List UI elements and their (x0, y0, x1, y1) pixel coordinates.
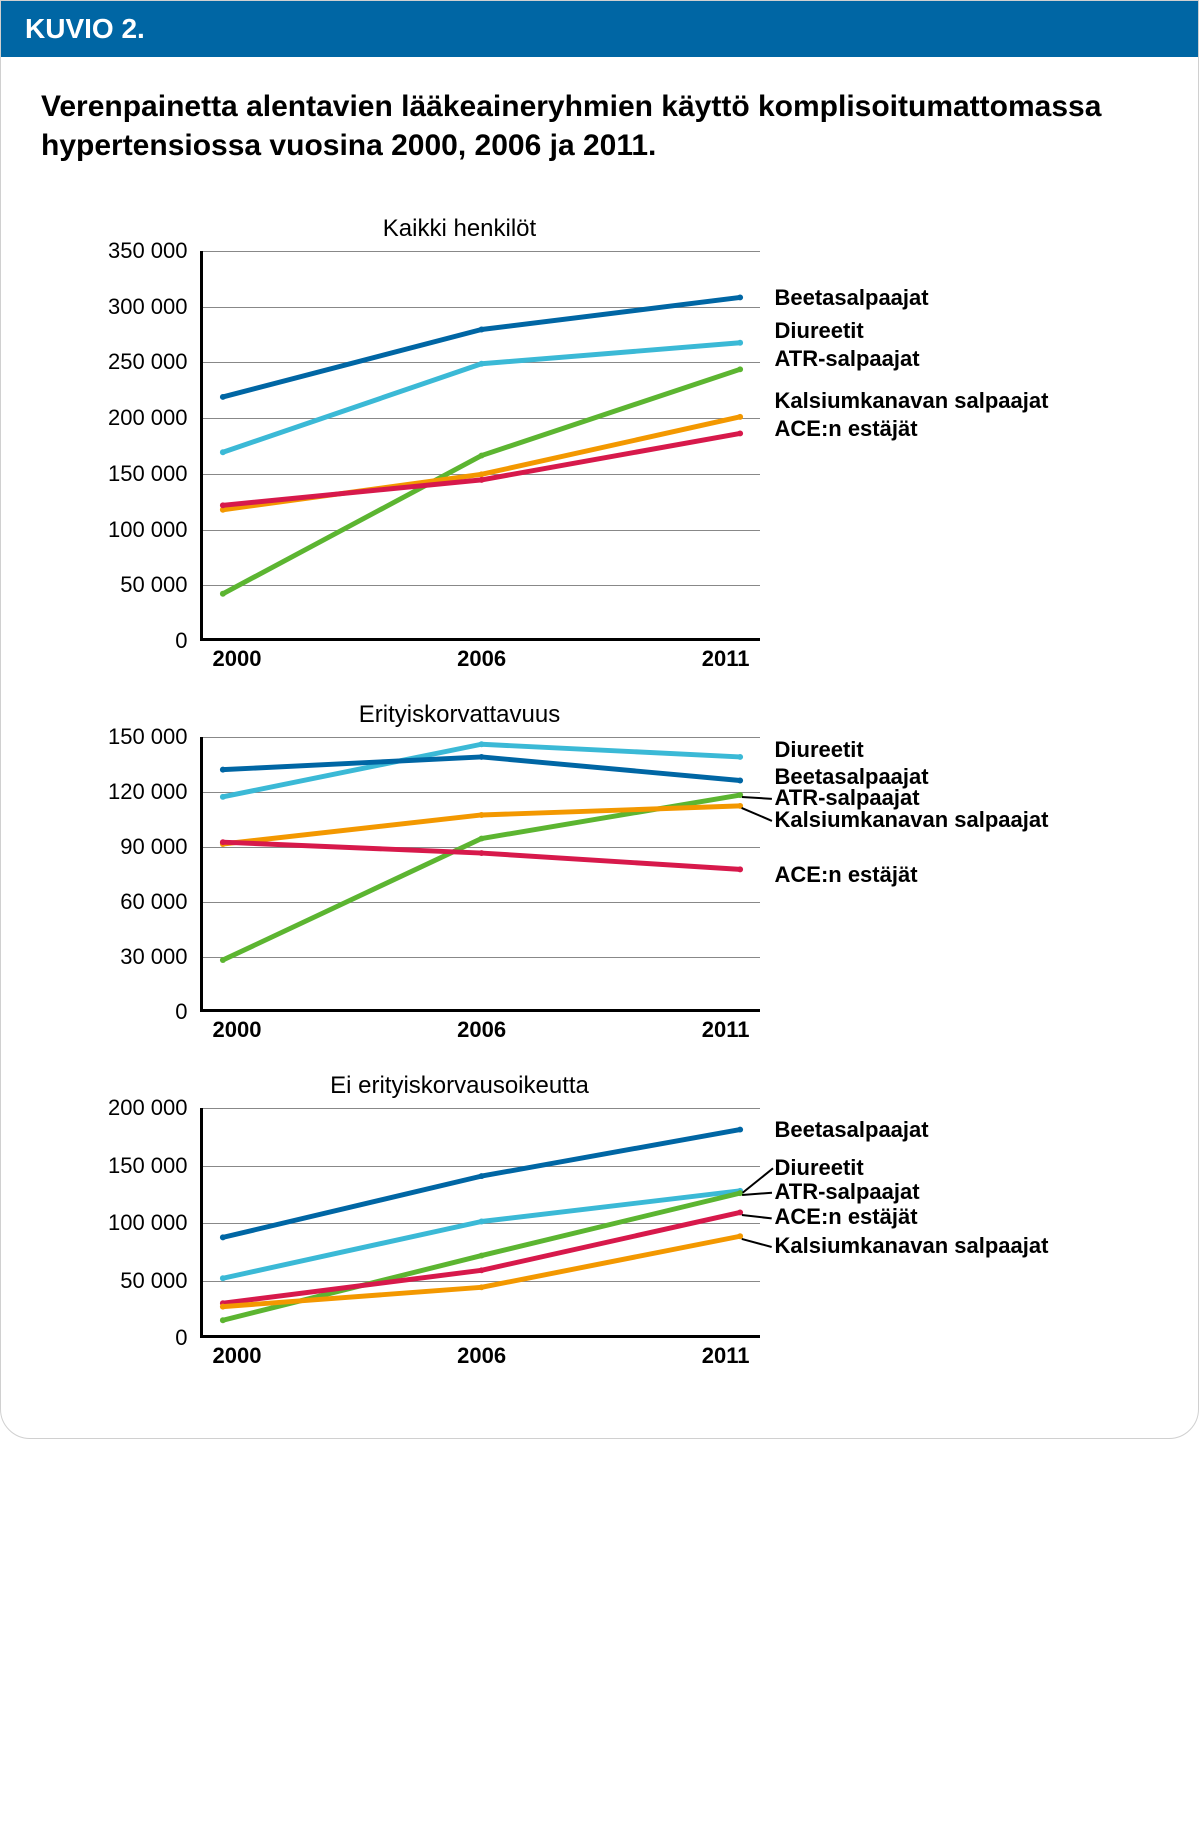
series-point (478, 1173, 484, 1179)
series-point (478, 453, 484, 459)
legend-item-diureetit: Diureetit (775, 1157, 864, 1179)
plot-area: 200020062011 (200, 737, 760, 1012)
x-tick-label: 2006 (457, 1017, 506, 1043)
series-point (219, 591, 225, 597)
series-point (478, 850, 484, 856)
figure-header-label: KUVIO 2. (25, 13, 145, 44)
legend-item-ace: ACE:n estäjät (775, 418, 918, 440)
plot-area: 200020062011 (200, 251, 760, 641)
x-axis-labels: 2000 2006 2011 (203, 1009, 760, 1043)
legend: DiureetitBeetasalpaajatATR-salpaajatKals… (760, 737, 1110, 1012)
series-point (219, 1317, 225, 1323)
series-point (478, 754, 484, 760)
series-point (737, 754, 743, 760)
legend-item-atr: ATR-salpaajat (775, 1181, 920, 1203)
series-point (478, 1267, 484, 1273)
series-point (478, 836, 484, 842)
legend-item-kalsium: Kalsiumkanavan salpaajat (775, 390, 1049, 412)
x-tick-label: 2000 (203, 1343, 262, 1369)
x-tick-label: 2000 (203, 1017, 262, 1043)
y-axis-labels: 350 000300 000250 000200 000150 000100 0… (90, 251, 200, 641)
legend-item-beetasalpaajat: Beetasalpaajat (775, 287, 929, 309)
legend-item-atr: ATR-salpaajat (775, 348, 920, 370)
series-point (478, 477, 484, 483)
x-tick-label: 2011 (702, 1017, 760, 1043)
series-point (737, 414, 743, 420)
x-tick-label: 2011 (702, 646, 760, 672)
legend-item-ace: ACE:n estäjät (775, 864, 918, 886)
series-point (478, 741, 484, 747)
y-axis-labels: 200 000150 000100 00050 0000 (90, 1108, 200, 1338)
series-point (219, 394, 225, 400)
chart-title: Kaikki henkilöt (90, 215, 750, 243)
figure-title: Verenpainetta alentavien lääkeaineryhmie… (41, 87, 1158, 165)
series-point (219, 767, 225, 773)
series-point (219, 1275, 225, 1281)
x-tick-label: 2006 (457, 646, 506, 672)
series-point (737, 430, 743, 436)
series-point (737, 366, 743, 372)
series-line-beetasalpaajat (222, 757, 739, 781)
series-point (219, 502, 225, 508)
series-point (478, 471, 484, 477)
legend-item-kalsium: Kalsiumkanavan salpaajat (775, 1235, 1049, 1257)
figure-header: KUVIO 2. (1, 1, 1198, 57)
series-point (219, 449, 225, 455)
series-point (219, 957, 225, 963)
series-point (219, 1234, 225, 1240)
series-point (737, 866, 743, 872)
series-point (737, 340, 743, 346)
legend-item-atr: ATR-salpaajat (775, 787, 920, 809)
series-line-ace (222, 433, 739, 505)
legend: Beetasalpaajat Diureetit ATR-salpaajat Kals… (760, 251, 1110, 641)
series-line-diureetit (222, 744, 739, 797)
series-point (478, 1253, 484, 1259)
series-line-diureetit (222, 1191, 739, 1278)
series-point (478, 812, 484, 818)
x-axis-labels: 2000 2006 2011 (203, 1335, 760, 1369)
series-point (737, 1127, 743, 1133)
figure-container: KUVIO 2. Verenpainetta alentavien lääkea… (0, 0, 1199, 1439)
series-point (478, 1284, 484, 1290)
chart-title: Ei erityiskorvausoikeutta (90, 1072, 750, 1100)
charts-root: Kaikki henkilöt 350 000300 000250 000200 … (41, 215, 1158, 1338)
x-tick-label: 2011 (702, 1343, 760, 1369)
series-point (219, 1304, 225, 1310)
legend-item-beetasalpaajat: Beetasalpaajat (775, 1119, 929, 1141)
series-line-atr (222, 795, 739, 960)
plot-area: 200020062011 (200, 1108, 760, 1338)
legend: Beetasalpaajat DiureetitATR-salpaajat ACE:… (760, 1108, 1110, 1338)
x-axis-labels: 2000 2006 2011 (203, 638, 760, 672)
series-point (219, 839, 225, 845)
chart-title: Erityiskorvattavuus (90, 701, 750, 729)
chart-1: Erityiskorvattavuus 150 000120 00090 0006… (90, 701, 1110, 1012)
legend-item-ace: ACE:n estäjät (775, 1206, 918, 1228)
chart-0: Kaikki henkilöt 350 000300 000250 000200 … (90, 215, 1110, 641)
chart-2: Ei erityiskorvausoikeutta 200 000150 0001… (90, 1072, 1110, 1338)
legend-item-kalsium: Kalsiumkanavan salpaajat (775, 809, 1049, 831)
y-axis-labels: 150 000120 00090 00060 00030 0000 (90, 737, 200, 1012)
legend-item-diureetit: Diureetit (775, 320, 864, 342)
chart-lines (203, 737, 760, 1009)
series-point (737, 778, 743, 784)
chart-lines (203, 251, 760, 638)
series-point (737, 294, 743, 300)
legend-item-diureetit: Diureetit (775, 739, 864, 761)
x-tick-label: 2000 (203, 646, 262, 672)
series-point (478, 361, 484, 367)
series-point (478, 327, 484, 333)
x-tick-label: 2006 (457, 1343, 506, 1369)
series-point (478, 1219, 484, 1225)
chart-lines (203, 1108, 760, 1335)
series-point (219, 794, 225, 800)
figure-body: Verenpainetta alentavien lääkeaineryhmie… (1, 57, 1198, 1438)
